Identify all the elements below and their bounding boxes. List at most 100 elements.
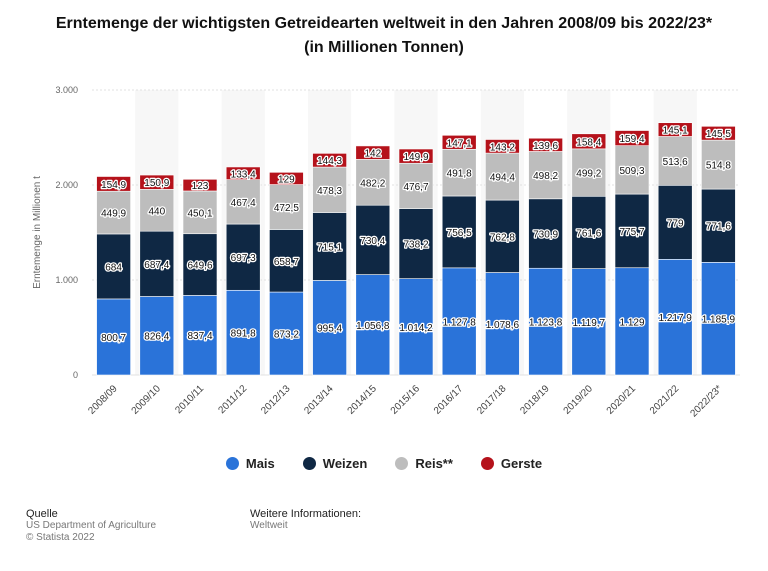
info-text: Weltweit (250, 520, 288, 531)
x-tick-label: 2018/19 (518, 383, 552, 417)
legend-label: Gerste (500, 456, 543, 471)
data-label: 1.129 (619, 317, 644, 328)
bar-segment-gerste (182, 178, 218, 192)
data-label: 144,3 (317, 156, 342, 167)
data-label: 1.014,2 (399, 323, 433, 334)
data-label: 147,1 (447, 138, 472, 149)
bar-segment-weizen (312, 212, 347, 281)
data-label: 476,7 (403, 182, 428, 193)
x-tick-label: 2012/13 (259, 383, 293, 417)
source-heading: Quelle (26, 508, 58, 520)
bar-segment-mais (225, 289, 261, 376)
x-tick-label: 2008/09 (86, 383, 120, 417)
data-label: 145,1 (663, 126, 688, 137)
data-label: 159,4 (619, 134, 644, 145)
x-tick-label: 2020/21 (605, 383, 639, 417)
chart-subtitle: (in Millionen Tonnen) (304, 39, 464, 56)
data-label: 143,2 (490, 142, 515, 153)
y-tick-label: 3.000 (55, 85, 78, 95)
x-tick-label: 2019/20 (562, 383, 596, 417)
data-label: 509,3 (619, 166, 644, 177)
y-tick-label: 0 (73, 370, 78, 380)
data-label: 450,1 (187, 208, 212, 219)
bar-segment-reis (485, 152, 520, 201)
data-label: 129 (278, 174, 295, 185)
data-label: 467,4 (231, 198, 256, 209)
data-label: 687,4 (144, 260, 169, 271)
bar-segment-weizen (701, 188, 736, 263)
bar-segment-weizen (225, 223, 261, 291)
legend-item[interactable]: Gerste (480, 456, 543, 471)
bar-segment-gerste (312, 153, 347, 168)
data-label: 1.119,7 (572, 318, 605, 329)
data-label: 440 (148, 206, 165, 217)
info-block: Weitere Informationen: Weltweit (250, 508, 361, 532)
data-label: 514,8 (706, 161, 731, 172)
copyright-text: © Statista 2022 (26, 532, 95, 543)
bar-segment-mais (571, 268, 607, 376)
bar-segment-weizen (657, 184, 693, 260)
bar-segment-gerste (139, 174, 175, 190)
bar-segment-weizen (485, 199, 520, 273)
source-text[interactable]: US Department of Agriculture (26, 520, 157, 531)
data-label: 154,9 (101, 180, 126, 191)
bar-segment-mais (441, 267, 477, 376)
bar-segment-gerste (225, 166, 261, 180)
legend-label: Weizen (322, 456, 368, 471)
bar-segment-mais (96, 298, 131, 376)
data-label: 498,2 (533, 171, 558, 182)
data-label: 738,2 (403, 240, 428, 251)
data-label: 133,4 (231, 169, 256, 180)
bar-segment-reis (355, 159, 391, 206)
legend-dot-icon (395, 457, 409, 470)
bar-segment-mais (312, 280, 347, 376)
bar-segment-gerste (96, 176, 131, 192)
data-label: 837,4 (187, 331, 212, 342)
bar-segment-reis (182, 190, 218, 235)
bar-segment-weizen (139, 230, 175, 297)
x-tick-label: 2014/15 (346, 383, 380, 417)
x-tick-label: 2017/18 (475, 383, 509, 417)
data-label: 779 (667, 218, 684, 229)
data-label: 873,2 (274, 330, 299, 341)
data-label: 730,4 (360, 236, 385, 247)
data-label: 800,7 (101, 333, 126, 344)
bar-segment-reis (269, 184, 304, 230)
data-label: 826,4 (144, 332, 169, 343)
legend-label: Reis** (415, 456, 453, 471)
bar-segment-reis (398, 162, 434, 209)
data-label: 1.217,9 (659, 313, 693, 324)
bar-segment-mais (701, 262, 736, 376)
bar-segment-reis (701, 139, 736, 190)
bar-segment-gerste (657, 122, 693, 137)
bar-segment-gerste (614, 130, 650, 146)
data-label: 775,7 (619, 227, 644, 238)
legend-item[interactable]: Weizen (302, 456, 368, 471)
bar-segment-gerste (441, 134, 477, 150)
y-tick-label: 2.000 (55, 180, 78, 190)
data-label: 139,6 (533, 141, 558, 152)
chart-title: Erntemenge der wichtigsten Getreidearten… (55, 15, 713, 32)
bar-segment-mais (485, 272, 520, 376)
legend-item[interactable]: Reis** (395, 456, 453, 471)
bar-segment-gerste (398, 148, 434, 164)
y-tick-label: 1.000 (55, 275, 78, 285)
data-label: 482,2 (360, 178, 385, 189)
data-label: 891,8 (231, 329, 256, 340)
data-label: 762,8 (490, 232, 515, 243)
legend-item[interactable]: Mais (225, 456, 275, 471)
data-label: 771,6 (706, 222, 731, 233)
data-label: 491,8 (447, 169, 472, 180)
x-tick-label: 2010/11 (173, 383, 206, 416)
x-tick-label: 2021/22 (648, 383, 682, 417)
data-label: 449,9 (101, 209, 126, 220)
data-label: 494,4 (490, 173, 515, 184)
legend-dot-icon (480, 457, 494, 470)
bar-segment-mais (614, 267, 650, 376)
x-tick-label: 2013/14 (302, 383, 336, 417)
bar-segment-mais (355, 274, 391, 376)
data-label: 756,5 (447, 228, 472, 239)
data-label: 995,4 (317, 324, 342, 335)
data-label: 513,6 (663, 157, 688, 168)
bar-segment-weizen (355, 204, 391, 275)
